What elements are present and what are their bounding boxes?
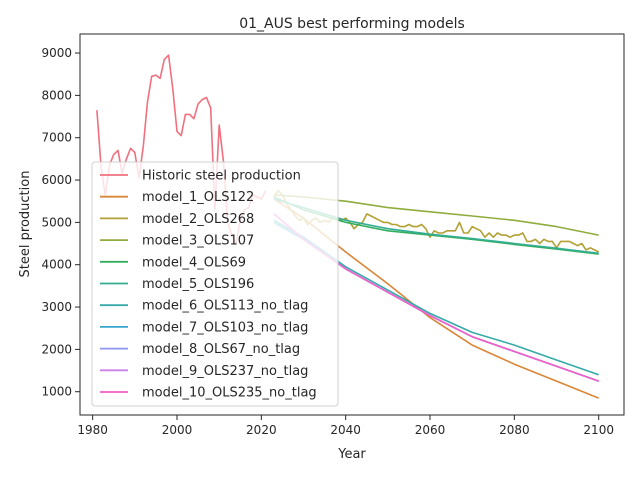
y-tick-label: 5000 [41,215,72,229]
legend: Historic steel production model_1_OLS122m… [91,161,339,407]
y-axis-label: Steel production [18,171,33,278]
legend-label: model_8_OLS67_no_tlag [142,342,300,357]
chart-title: 01_AUS best performing models [239,16,465,32]
legend-label: model_10_OLS235_no_tlag [142,386,317,401]
y-tick-label: 7000 [41,131,72,145]
x-tick-label: 2020 [246,423,277,437]
legend-label: model_5_OLS196 [142,277,254,292]
y-tick-label: 9000 [41,46,72,60]
y-tick-label: 1000 [41,385,72,399]
y-tick-label: 8000 [41,88,72,102]
legend-box [91,161,339,407]
y-tick-label: 6000 [41,173,72,187]
legend-label: model_9_OLS237_no_tlag [142,364,308,379]
x-tick-label: 1980 [77,423,108,437]
legend-label: model_2_OLS268 [142,212,254,227]
x-tick-label: 2000 [162,423,193,437]
x-tick-label: 2060 [415,423,446,437]
legend-label: model_6_OLS113_no_tlag [142,299,308,314]
legend-label: Historic steel production [142,169,301,184]
legend-label: model_4_OLS69 [142,255,246,270]
y-tick-label: 2000 [41,342,72,356]
legend-items: Historic steel production model_1_OLS122m… [100,169,317,401]
y-tick-label: 4000 [41,258,72,272]
legend-label: model_1_OLS122 [142,190,254,205]
x-tick-label: 2080 [499,423,530,437]
x-axis-label: Year [337,447,366,462]
legend-label: model_7_OLS103_no_tlag [142,320,308,335]
x-tick-label: 2040 [330,423,361,437]
y-axis: 1000 2000 3000 4000 5000 6000 7000 8000 9000 [41,46,80,399]
legend-label: model_3_OLS107 [142,234,254,249]
x-tick-label: 2100 [583,423,614,437]
x-axis: 1980 2000 2020 2040 2060 2080 2100 [77,415,614,437]
plot-frame [79,33,625,416]
y-tick-label: 3000 [41,300,72,314]
